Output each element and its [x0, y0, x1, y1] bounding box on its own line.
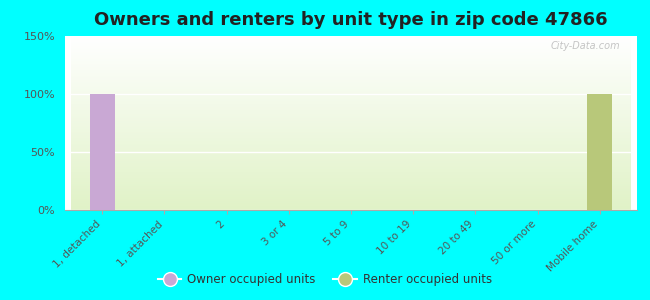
Title: Owners and renters by unit type in zip code 47866: Owners and renters by unit type in zip c…: [94, 11, 608, 29]
Text: City-Data.com: City-Data.com: [550, 41, 620, 51]
Legend: Owner occupied units, Renter occupied units: Owner occupied units, Renter occupied un…: [153, 269, 497, 291]
Bar: [90, 94, 115, 210]
Bar: [587, 94, 612, 210]
